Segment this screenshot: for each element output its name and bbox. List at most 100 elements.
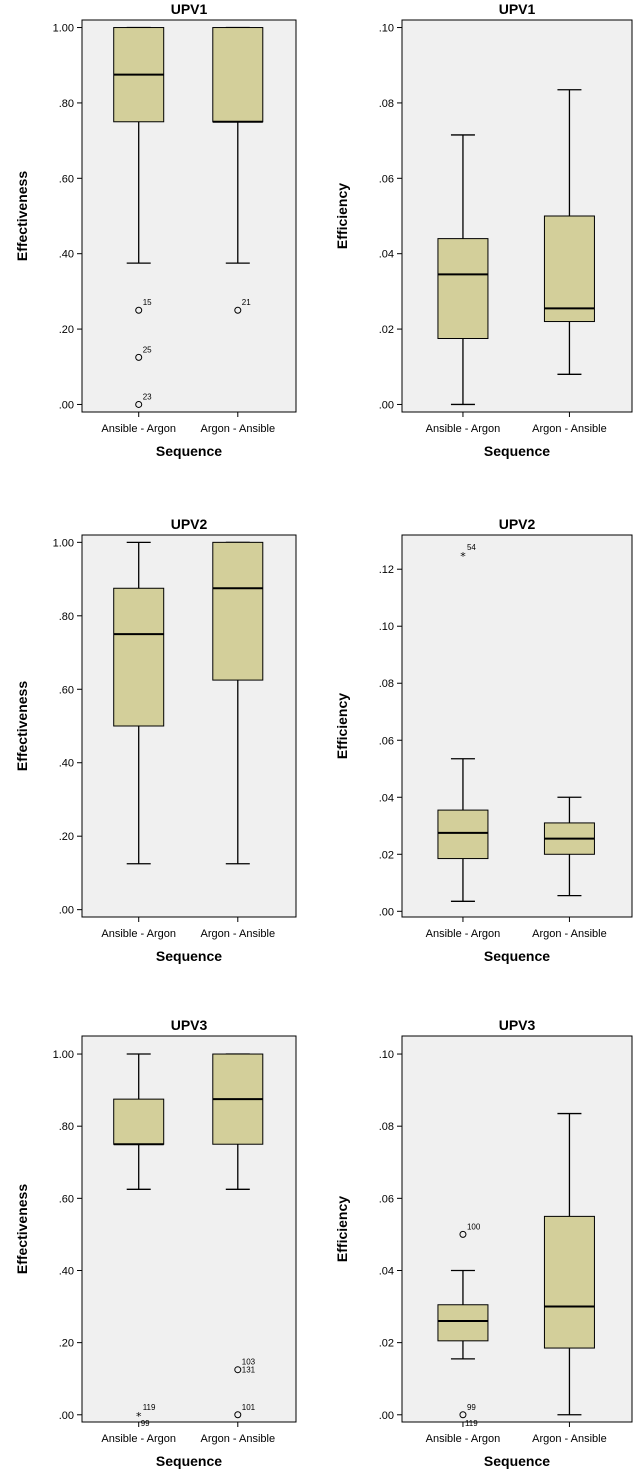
y-axis-label: Effectiveness xyxy=(14,1184,30,1274)
chart-title: UPV3 xyxy=(171,1017,208,1033)
y-tick-label: .08 xyxy=(379,98,394,110)
x-category-label: Ansible - Argon xyxy=(426,423,501,435)
outlier-circle xyxy=(135,306,143,314)
y-tick-label: .60 xyxy=(59,173,74,185)
outlier-label: 101 xyxy=(242,1403,256,1412)
y-tick-label: .00 xyxy=(59,399,74,411)
outlier-circle xyxy=(135,353,143,361)
outlier-circle xyxy=(234,1366,242,1374)
x-category-label: Ansible - Argon xyxy=(426,928,501,940)
plot-area xyxy=(81,1035,297,1423)
box-iqr xyxy=(212,541,264,681)
outlier-label: 21 xyxy=(242,298,251,307)
box-iqr xyxy=(212,27,264,123)
y-tick-label: .80 xyxy=(59,611,74,623)
box-iqr xyxy=(113,1098,165,1145)
outlier-label: 25 xyxy=(143,345,152,354)
y-tick-label: .40 xyxy=(59,249,74,261)
x-axis-label: Sequence xyxy=(484,443,550,459)
y-tick-label: .40 xyxy=(59,758,74,770)
y-axis-label: Effectiveness xyxy=(14,681,30,771)
x-category-label: Ansible - Argon xyxy=(101,1433,176,1445)
chart-panel-2: UPV1 .00 .02 .04 .06 .08 .10 Efficiency Ansible … xyxy=(334,1,633,459)
x-category-label: Argon - Ansible xyxy=(532,1433,607,1445)
chart-title: UPV2 xyxy=(499,516,536,532)
y-tick-label: 1.00 xyxy=(53,537,74,549)
chart-panel-4: UPV2 .00 .02 .04 .06 .08 .10 .12 Efficiency Ansib… xyxy=(334,516,633,964)
outlier-circle xyxy=(234,306,242,314)
box-1: *119 99 xyxy=(113,1053,165,1428)
box-1 xyxy=(437,134,489,406)
y-tick-label: .80 xyxy=(59,1121,74,1133)
y-tick-label: .02 xyxy=(379,1338,394,1350)
chart-title: UPV2 xyxy=(171,516,208,532)
y-tick-label: .08 xyxy=(379,1121,394,1133)
y-tick-label: .00 xyxy=(379,399,394,411)
outlier-circle xyxy=(234,1411,242,1419)
box-2 xyxy=(543,89,595,375)
chart-title: UPV3 xyxy=(499,1017,536,1033)
x-category-label: Ansible - Argon xyxy=(426,1433,501,1445)
box-iqr xyxy=(543,215,595,323)
y-tick-label: .00 xyxy=(59,905,74,917)
outlier-circle xyxy=(459,1230,467,1238)
extreme-outlier-star: * xyxy=(136,1410,142,1423)
extreme-outlier-star: * xyxy=(460,550,466,563)
outlier-label: 131 xyxy=(242,1366,256,1375)
y-tick-label: .04 xyxy=(379,792,394,804)
box-iqr xyxy=(437,809,489,860)
outlier-label: 99 xyxy=(141,1419,150,1428)
box-2: 21 xyxy=(212,26,264,314)
box-2 xyxy=(543,1112,595,1416)
y-axis-label: Effectiveness xyxy=(14,171,30,261)
box-1 xyxy=(113,541,165,865)
outlier-label: 23 xyxy=(143,392,152,401)
x-axis-label: Sequence xyxy=(156,443,222,459)
chart-panel-3: UPV2 .00 .20 .40 .60 .80 1.00 Effectiveness Ansi… xyxy=(14,516,297,964)
box-iqr xyxy=(437,238,489,339)
plot-area xyxy=(401,534,633,918)
outlier-label: 99 xyxy=(467,1403,476,1412)
outlier-label: 103 xyxy=(242,1358,256,1367)
outlier-label: 15 xyxy=(143,298,152,307)
box-iqr xyxy=(437,1304,489,1342)
y-axis-label: Efficiency xyxy=(334,1196,350,1262)
outlier-label: 54 xyxy=(467,543,476,552)
outlier-label: 119 xyxy=(465,1419,478,1428)
chart-title: UPV1 xyxy=(171,1,208,17)
y-tick-label: .06 xyxy=(379,735,394,747)
plot-area xyxy=(401,19,633,413)
x-category-label: Argon - Ansible xyxy=(200,928,275,940)
plot-area xyxy=(401,1035,633,1423)
y-tick-label: .00 xyxy=(59,1410,74,1422)
y-tick-label: .04 xyxy=(379,1265,394,1277)
chart-panel-1: UPV1 .00 .20 .40 .60 .80 1.00 Effectiveness Ansi… xyxy=(14,1,297,459)
x-category-label: Argon - Ansible xyxy=(200,1433,275,1445)
x-axis-label: Sequence xyxy=(484,1453,550,1469)
y-tick-label: .10 xyxy=(379,621,394,633)
outlier-label: 119 xyxy=(143,1403,156,1412)
chart-panel-5: UPV3 .00 .20 .40 .60 .80 1.00 Effectiveness Ansi… xyxy=(14,1017,297,1469)
outlier-label: 100 xyxy=(467,1222,481,1231)
y-tick-label: .08 xyxy=(379,678,394,690)
y-tick-label: .00 xyxy=(379,1410,394,1422)
y-tick-label: .60 xyxy=(59,684,74,696)
y-tick-label: .06 xyxy=(379,1193,394,1205)
y-tick-label: .20 xyxy=(59,831,74,843)
y-tick-label: .20 xyxy=(59,324,74,336)
box-1: 100 99 119 xyxy=(437,1222,489,1428)
chart-panel-6: UPV3 .00 .02 .04 .06 .08 .10 Efficiency Ansible … xyxy=(334,1017,633,1469)
y-axis-label: Efficiency xyxy=(334,693,350,759)
x-category-label: Argon - Ansible xyxy=(200,423,275,435)
x-category-label: Ansible - Argon xyxy=(101,423,176,435)
outlier-circle xyxy=(459,1411,467,1419)
box-2 xyxy=(543,796,595,897)
box-2 xyxy=(212,541,264,865)
x-axis-label: Sequence xyxy=(156,948,222,964)
box-iqr xyxy=(113,587,165,727)
y-tick-label: .02 xyxy=(379,324,394,336)
x-axis-label: Sequence xyxy=(156,1453,222,1469)
y-tick-label: .02 xyxy=(379,849,394,861)
y-axis-label: Efficiency xyxy=(334,183,350,249)
y-tick-label: .60 xyxy=(59,1193,74,1205)
